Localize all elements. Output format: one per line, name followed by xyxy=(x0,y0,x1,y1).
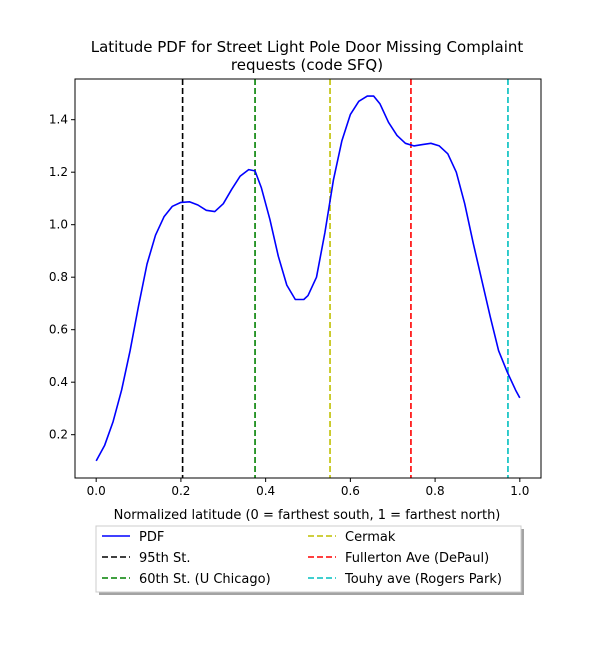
chart-title-line-2: requests (code SFQ) xyxy=(231,56,383,74)
y-tick-label-5: 1.2 xyxy=(49,165,68,179)
x-tick-label-3: 0.6 xyxy=(341,484,360,498)
x-tick-label-2: 0.4 xyxy=(256,484,275,498)
legend-label-0: PDF xyxy=(139,530,164,545)
y-tick-label-3: 0.8 xyxy=(49,270,68,284)
x-tick-label-5: 1.0 xyxy=(510,484,529,498)
x-tick-label-1: 0.2 xyxy=(171,484,190,498)
chart-title-line-1: Latitude PDF for Street Light Pole Door … xyxy=(91,38,524,56)
legend-box xyxy=(95,525,522,593)
y-axis: 0.2 0.4 0.6 0.8 1.0 1.2 1.4 xyxy=(49,113,75,442)
legend-label-2: 60th St. (U Chicago) xyxy=(139,572,271,587)
x-tick-label-0: 0.0 xyxy=(87,484,106,498)
legend-label-4: Fullerton Ave (DePaul) xyxy=(345,551,489,566)
legend: PDF 95th St. 60th St. (U Chicago) Cermak Ful… xyxy=(95,525,524,595)
x-axis-label: Normalized latitude (0 = farthest south,… xyxy=(114,508,501,523)
y-tick-label-0: 0.2 xyxy=(49,428,68,442)
axes-frame xyxy=(74,78,542,479)
y-tick-label-1: 0.4 xyxy=(49,375,68,389)
legend-label-3: Cermak xyxy=(345,530,396,545)
x-axis: 0.0 0.2 0.4 0.6 0.8 1.0 xyxy=(87,478,529,498)
plot-area xyxy=(95,79,521,478)
legend-label-1: 95th St. xyxy=(139,551,191,566)
series-line-0 xyxy=(95,95,521,462)
x-tick-label-4: 0.8 xyxy=(426,484,445,498)
legend-label-5: Touhy ave (Rogers Park) xyxy=(344,572,502,587)
y-tick-label-6: 1.4 xyxy=(49,113,68,127)
y-tick-label-2: 0.6 xyxy=(49,323,68,337)
y-tick-label-4: 1.0 xyxy=(49,218,68,232)
